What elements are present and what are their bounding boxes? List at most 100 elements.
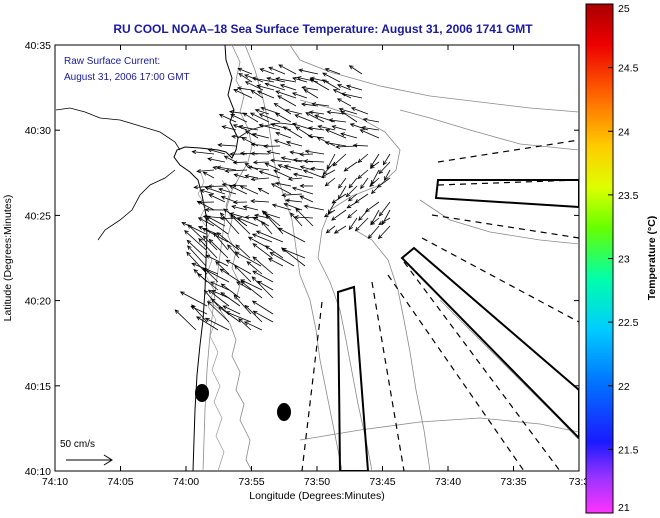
current-vector: [207, 184, 226, 189]
y-tick-label: 40:10: [25, 466, 51, 478]
current-vector: [347, 193, 358, 202]
current-vector: [299, 195, 314, 203]
current-vector: [269, 158, 292, 163]
current-vector: [275, 76, 297, 83]
current-vector: [258, 123, 281, 131]
current-vector: [274, 112, 292, 123]
current-vector: [303, 89, 319, 99]
current-vector: [220, 292, 241, 307]
current-vector: [257, 280, 274, 291]
x-tick-label: 73:35: [500, 476, 526, 488]
current-vector: [304, 149, 325, 155]
current-vector: [204, 207, 226, 212]
y-tick-label: 40:30: [25, 125, 51, 137]
y-tick-label: 40:25: [25, 210, 51, 222]
current-vector: [292, 76, 308, 83]
current-vector: [219, 212, 240, 235]
current-vector: [369, 161, 380, 169]
current-vector: [358, 209, 369, 221]
current-vector: [323, 209, 336, 218]
current-vector: [367, 225, 380, 239]
current-vector: [258, 113, 281, 123]
current-vector: [223, 208, 248, 227]
current-vector: [250, 198, 270, 204]
x-tick-label: 74:05: [107, 476, 133, 488]
current-vector: [282, 126, 303, 139]
map-panel: 50 cm/s Raw Surface Current: August 31, …: [54, 44, 580, 472]
current-vector: [259, 68, 275, 75]
current-vector: [301, 85, 319, 91]
current-vector: [208, 238, 229, 259]
y-tick-label: 40:35: [25, 40, 51, 52]
current-vector: [273, 139, 292, 147]
current-vector: [186, 239, 207, 259]
x-tick-label: 74:10: [42, 476, 68, 488]
nearshore-contour: [197, 169, 225, 471]
current-vector: [326, 153, 336, 170]
current-vector: [348, 65, 363, 75]
current-vector: [199, 188, 215, 195]
current-vector: [216, 165, 237, 171]
current-vector: [260, 220, 273, 235]
current-vector: [343, 161, 358, 172]
current-vector: [222, 305, 241, 315]
current-vector: [266, 150, 281, 155]
colorbar-tick-label: 21: [618, 502, 630, 514]
current-vector: [362, 117, 380, 123]
current-vector: [308, 110, 325, 115]
current-vector: [384, 169, 391, 181]
colorbar-tick-label: 23: [618, 254, 630, 266]
current-vector: [278, 64, 297, 75]
current-vector: [357, 169, 369, 180]
current-vector: [260, 106, 281, 115]
current-vector: [238, 73, 253, 83]
current-vector: [310, 166, 325, 171]
current-vector: [285, 198, 303, 203]
current-vector: [225, 311, 252, 323]
current-vector: [378, 201, 391, 217]
current-vector: [204, 217, 229, 235]
colorbar-tick-label: 24: [618, 126, 630, 138]
x-tick-label: 73:3: [569, 476, 590, 488]
current-vector: [244, 215, 259, 220]
current-vector: [220, 283, 241, 299]
current-vector: [316, 137, 336, 147]
current-vector: [179, 291, 208, 307]
current-vector: [250, 177, 270, 182]
current-vector: [275, 90, 297, 99]
current-vector: [302, 169, 325, 179]
current-vector: [268, 66, 286, 75]
current-vector: [251, 233, 273, 243]
current-vector: [324, 177, 336, 187]
current-vector: [335, 144, 358, 149]
current-vector: [270, 183, 292, 195]
current-vector: [207, 289, 230, 307]
current-vector: [361, 125, 380, 131]
current-vector: [264, 162, 281, 171]
y-axis-label: Latitude (Degrees:Minutes): [2, 195, 14, 322]
current-vector: [347, 209, 358, 219]
current-vector: [236, 86, 253, 91]
current-vector: [203, 289, 219, 307]
coastline: [173, 45, 239, 471]
current-vector: [346, 201, 358, 209]
current-vector: [325, 129, 347, 139]
current-vector: [338, 177, 347, 189]
current-vector: [220, 195, 237, 203]
current-vector: [298, 68, 319, 75]
current-vector: [321, 79, 341, 91]
current-vector: [324, 141, 347, 147]
current-vector: [269, 252, 295, 267]
current-vector: [352, 143, 369, 148]
current-vector: [251, 300, 274, 315]
current-vector: [331, 125, 347, 131]
current-vector: [345, 185, 358, 198]
current-vector: [350, 107, 369, 115]
current-vector: [291, 122, 314, 131]
current-vector: [232, 200, 248, 205]
current-vector: [218, 114, 237, 123]
bay-shore: [97, 169, 176, 241]
current-vector: [340, 92, 363, 99]
current-vector: [230, 114, 248, 123]
current-vector: [208, 194, 226, 203]
